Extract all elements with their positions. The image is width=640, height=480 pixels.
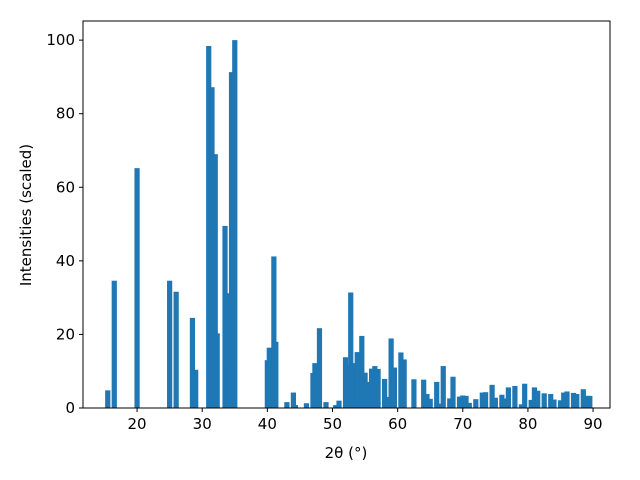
bar <box>323 402 329 408</box>
bar <box>447 398 453 408</box>
bar <box>391 367 397 408</box>
x-tick-label: 40 <box>258 415 277 433</box>
bar <box>333 405 339 408</box>
bar <box>193 369 199 408</box>
y-tick-label: 60 <box>56 178 75 196</box>
bar <box>303 403 310 408</box>
bar <box>271 256 277 408</box>
y-tick-label: 20 <box>56 325 75 343</box>
bar <box>440 366 446 408</box>
bar <box>531 387 538 408</box>
bar <box>316 328 323 408</box>
bar <box>557 400 564 408</box>
bar <box>225 367 231 408</box>
bar <box>401 359 407 408</box>
y-tick-label: 80 <box>56 105 75 123</box>
bar <box>348 292 354 408</box>
bar <box>564 391 570 408</box>
y-axis-label: Intensities (scaled) <box>17 144 35 286</box>
bar <box>466 402 472 408</box>
bar <box>214 333 220 408</box>
bar <box>512 385 518 408</box>
bar <box>548 394 554 408</box>
bar <box>463 395 469 408</box>
bar <box>273 341 279 408</box>
bar <box>350 363 356 408</box>
bar <box>587 395 593 408</box>
bar <box>375 369 381 408</box>
bar <box>344 365 351 408</box>
bar <box>522 383 528 408</box>
bar <box>312 363 318 408</box>
y-tick-label: 100 <box>46 31 75 49</box>
bar <box>206 46 212 409</box>
x-axis-label: 2θ (°) <box>325 444 368 462</box>
bar <box>427 398 433 408</box>
bar <box>489 384 495 408</box>
bar <box>580 389 586 408</box>
bar <box>372 366 378 408</box>
bar <box>482 392 489 408</box>
bar <box>382 378 388 408</box>
bar <box>424 394 430 408</box>
bar <box>105 390 111 408</box>
bar <box>284 402 290 408</box>
bar <box>505 387 511 408</box>
bar <box>479 392 485 408</box>
bar <box>456 396 463 408</box>
bar <box>492 397 498 408</box>
bar <box>551 399 557 408</box>
x-tick-label: 70 <box>453 415 472 433</box>
bar <box>570 392 577 408</box>
x-tick-label: 20 <box>128 415 147 433</box>
bar <box>167 280 173 408</box>
bar <box>368 368 375 408</box>
bar <box>359 335 365 408</box>
bar <box>209 87 215 408</box>
bar <box>228 72 235 408</box>
bar <box>111 280 117 408</box>
bar <box>473 399 479 408</box>
bar <box>574 394 580 408</box>
bar <box>173 291 179 408</box>
bar <box>434 381 440 408</box>
bar <box>583 395 590 408</box>
bar <box>421 379 427 408</box>
bar <box>232 40 238 409</box>
bar <box>354 352 360 408</box>
bar <box>541 393 547 408</box>
bar <box>535 390 541 408</box>
bar <box>499 394 505 408</box>
bar <box>411 379 417 408</box>
bar <box>502 398 508 408</box>
bar <box>266 347 272 408</box>
bar <box>518 404 525 408</box>
bar <box>336 400 342 408</box>
bar <box>290 392 297 408</box>
x-tick-label: 50 <box>323 415 342 433</box>
y-tick-label: 40 <box>56 252 75 270</box>
bar <box>134 168 140 408</box>
x-tick-label: 60 <box>388 415 407 433</box>
bar <box>528 399 534 408</box>
bar <box>460 395 466 408</box>
plot-frame <box>82 20 611 409</box>
x-tick-label: 30 <box>193 415 212 433</box>
bar <box>437 403 443 408</box>
bar <box>365 381 371 408</box>
bar <box>385 396 391 408</box>
bar <box>450 376 456 408</box>
bar <box>362 372 368 408</box>
x-tick-label: 80 <box>518 415 537 433</box>
bar <box>388 338 394 408</box>
bar <box>398 352 404 408</box>
bar <box>212 154 218 408</box>
bar <box>561 392 567 408</box>
y-tick-label: 0 <box>65 399 75 417</box>
x-tick-label: 90 <box>584 415 603 433</box>
bar <box>224 293 230 408</box>
bar <box>292 405 298 408</box>
bar <box>189 317 196 408</box>
